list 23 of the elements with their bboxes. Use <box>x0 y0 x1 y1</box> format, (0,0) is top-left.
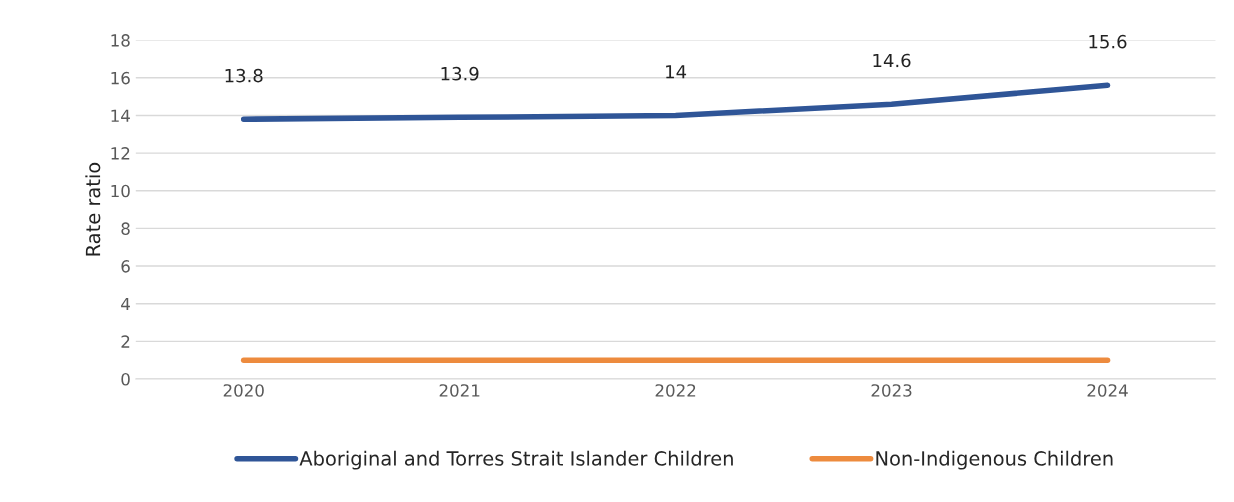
y-tick-label: 6 <box>121 260 130 273</box>
y-tick-label: 4 <box>121 297 130 311</box>
y-tick-label: 12 <box>111 147 130 160</box>
x-tick-label: 2023 <box>871 384 912 397</box>
y-tick-label: 10 <box>111 184 130 198</box>
legend-label: Non-Indigenous Children <box>876 450 1113 470</box>
x-tick-label: 2021 <box>439 384 480 397</box>
data-label: 13.8 <box>225 68 263 83</box>
data-label: 14.6 <box>873 53 911 68</box>
y-tick-label: 16 <box>111 71 130 85</box>
x-tick-label: 2024 <box>1087 384 1128 397</box>
data-label: 13.9 <box>441 66 479 81</box>
y-tick-label: 14 <box>111 109 130 122</box>
data-label: 15.6 <box>1089 34 1127 49</box>
data-label: 14 <box>666 65 687 79</box>
legend-label: Aboriginal and Torres Strait Islander Children <box>299 450 733 470</box>
x-tick-label: 2022 <box>655 384 696 397</box>
y-tick-label: 0 <box>121 372 130 386</box>
y-tick-label: 2 <box>121 335 130 348</box>
y-axis-title: Rate ratio <box>85 162 101 256</box>
x-tick-label: 2020 <box>223 384 264 397</box>
y-tick-label: 8 <box>121 222 130 235</box>
y-tick-label: 18 <box>111 34 130 47</box>
